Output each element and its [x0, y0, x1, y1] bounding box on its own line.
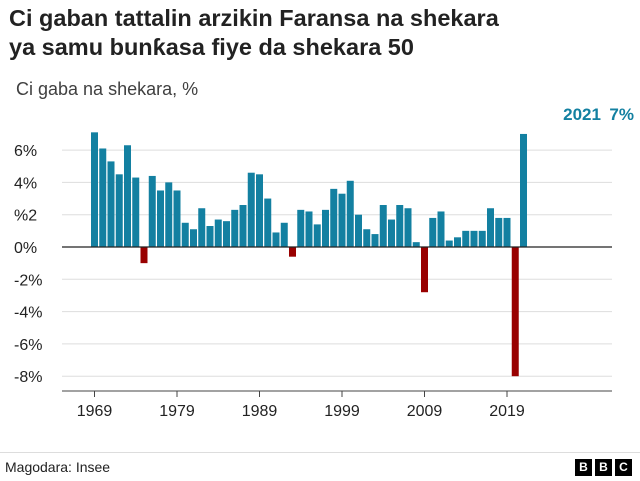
bar: [429, 217, 437, 247]
bbc-logo-letter-2: B: [595, 459, 612, 476]
bar: [99, 148, 107, 247]
chart-subtitle: Ci gaba na shekara, %: [16, 79, 199, 99]
bbc-logo-letter-1: B: [575, 459, 592, 476]
latest-value-annotation: 2021 7%: [563, 105, 634, 124]
bar: [445, 240, 453, 247]
x-tick-label: 1989: [242, 403, 278, 420]
bar: [412, 242, 420, 247]
bar: [206, 226, 214, 247]
bar: [124, 145, 131, 247]
bar: [140, 247, 148, 264]
bar: [511, 247, 519, 377]
bar: [478, 230, 486, 247]
bar: [346, 180, 354, 247]
bar: [462, 230, 470, 247]
bar: [487, 208, 494, 247]
bar: [421, 247, 428, 293]
y-tick-label: -6%: [14, 337, 42, 354]
bar: [338, 193, 346, 247]
bar: [437, 211, 445, 247]
bar: [520, 133, 527, 247]
x-tick-label: 2009: [407, 403, 443, 420]
y-tick-label: 4%: [14, 175, 37, 192]
bar: [503, 217, 511, 247]
bar: [190, 229, 197, 247]
bar: [313, 224, 321, 247]
y-tick-label: -2%: [14, 272, 42, 289]
bar: [280, 222, 288, 247]
bar: [247, 172, 255, 247]
chart-title: Ci gaban tattalin arzikin Faransa na she…: [9, 4, 629, 62]
source-note: Magodara: Insee: [5, 459, 111, 475]
bar: [181, 222, 189, 247]
x-tick-label: 1969: [77, 403, 113, 420]
bar: [305, 211, 313, 247]
bar: [173, 190, 181, 247]
bar: [330, 188, 338, 247]
x-tick-label: 1979: [159, 403, 195, 420]
bar: [264, 198, 272, 247]
bar: [239, 205, 247, 247]
bbc-logo-letter-3: C: [615, 459, 632, 476]
bar-chart: 6% 4% %2 0% -2% -4% -6% -8% 1969 1979 1989 1999 2009…: [14, 105, 634, 420]
bar: [388, 219, 395, 247]
bar: [363, 229, 371, 247]
bar: [107, 161, 115, 247]
chart-title-line-1: Ci gaban tattalin arzikin Faransa na she…: [9, 5, 499, 31]
x-tick-label: 2019: [489, 403, 525, 420]
bar: [115, 174, 123, 247]
y-tick-label: 6%: [14, 143, 37, 160]
bar: [454, 237, 461, 247]
bar: [231, 209, 239, 247]
bbc-logo: B B C: [575, 459, 632, 476]
bar: [132, 177, 140, 247]
y-tick-label: -8%: [14, 369, 42, 386]
bar: [223, 221, 230, 247]
footer-divider: [0, 452, 640, 453]
bar: [404, 208, 412, 247]
bar: [355, 214, 362, 247]
bar: [256, 174, 263, 247]
y-tick-label: 0%: [14, 240, 37, 257]
bar: [148, 175, 156, 247]
chart-title-line-2: ya samu bunƙasa fiye da shekara 50: [9, 34, 414, 60]
bar: [322, 209, 329, 247]
y-tick-label: %2: [14, 208, 37, 225]
bar: [495, 217, 503, 247]
bar: [297, 209, 305, 247]
bar: [157, 190, 164, 247]
bar: [289, 247, 296, 257]
bar: [198, 208, 206, 247]
bar: [371, 234, 379, 247]
bar: [379, 205, 387, 247]
bar: [214, 219, 222, 247]
bar: [272, 232, 280, 247]
y-tick-label: -4%: [14, 305, 42, 322]
bar: [470, 230, 478, 247]
x-tick-label: 1999: [324, 403, 360, 420]
bar: [165, 182, 173, 247]
bar: [91, 132, 98, 247]
bar: [396, 205, 404, 247]
